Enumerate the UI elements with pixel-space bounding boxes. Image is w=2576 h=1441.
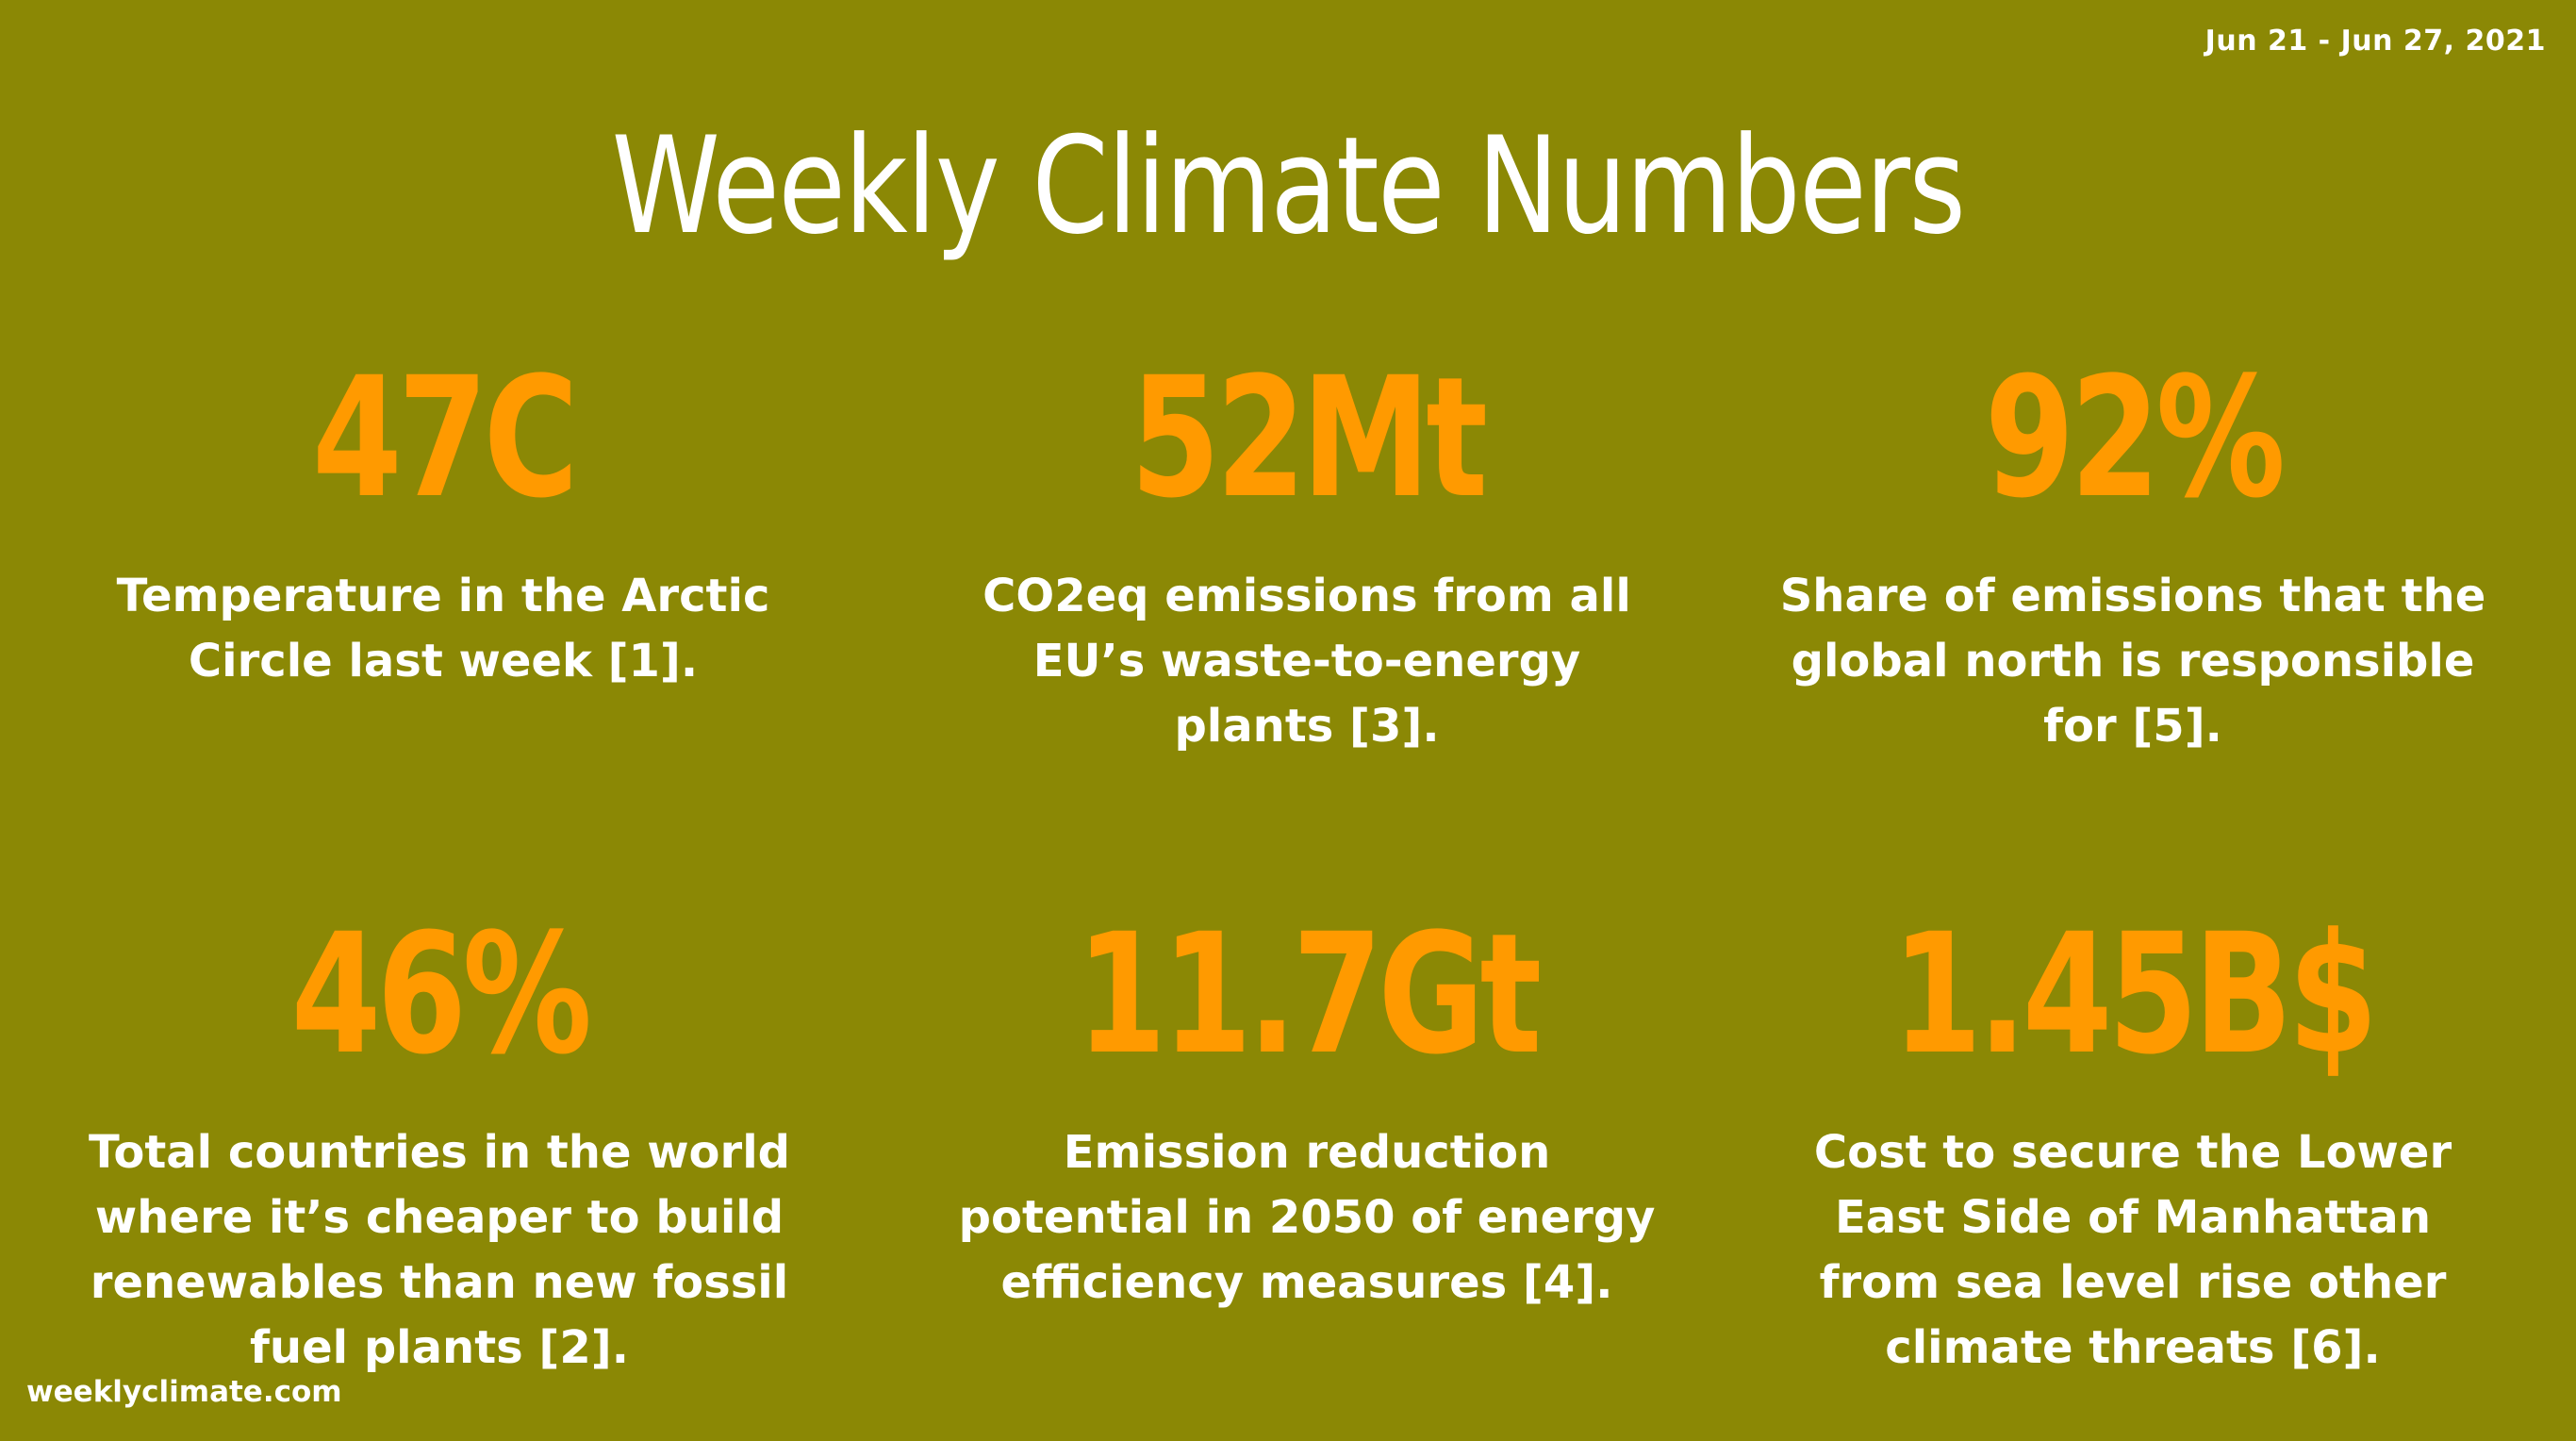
page-title: Weekly Climate Numbers — [611, 108, 1966, 264]
stat-description: Temperature in the Arctic Circle last we… — [116, 570, 770, 687]
stat-value: 92% — [1984, 341, 2286, 535]
stat-value: 46% — [290, 898, 592, 1091]
stat-description: Emission reduction potential in 2050 of … — [958, 1126, 1656, 1309]
stat-card-efficiency-potential: 11.7Gt Emission reduction potential in 2… — [939, 905, 1675, 1316]
stat-card-global-north-share: 92% Share of emissions that the global n… — [1765, 349, 2501, 759]
stat-description: Cost to secure the Lower East Side of Ma… — [1813, 1126, 2452, 1374]
stat-value: 11.7Gt — [1076, 898, 1543, 1091]
stat-value: 1.45B$ — [1891, 898, 2378, 1091]
stat-value: 52Mt — [1130, 341, 1488, 535]
stat-card-eu-waste-emissions: 52Mt CO2eq emissions from all EU’s waste… — [939, 349, 1675, 759]
stat-description: Total countries in the world where it’s … — [88, 1126, 791, 1374]
website-link[interactable]: weeklyclimate.com — [26, 1375, 342, 1409]
stat-card-arctic-temperature: 47C Temperature in the Arctic Circle las… — [75, 349, 811, 694]
stat-description: CO2eq emissions from all EU’s waste-to-e… — [983, 570, 1631, 753]
stat-description: Share of emissions that the global north… — [1779, 570, 2486, 753]
stat-value: 47C — [312, 341, 578, 535]
stat-card-renewables-cheaper: 46% Total countries in the world where i… — [72, 905, 807, 1381]
stat-card-manhattan-cost: 1.45B$ Cost to secure the Lower East Sid… — [1765, 905, 2501, 1381]
date-range: Jun 21 - Jun 27, 2021 — [2204, 25, 2546, 58]
